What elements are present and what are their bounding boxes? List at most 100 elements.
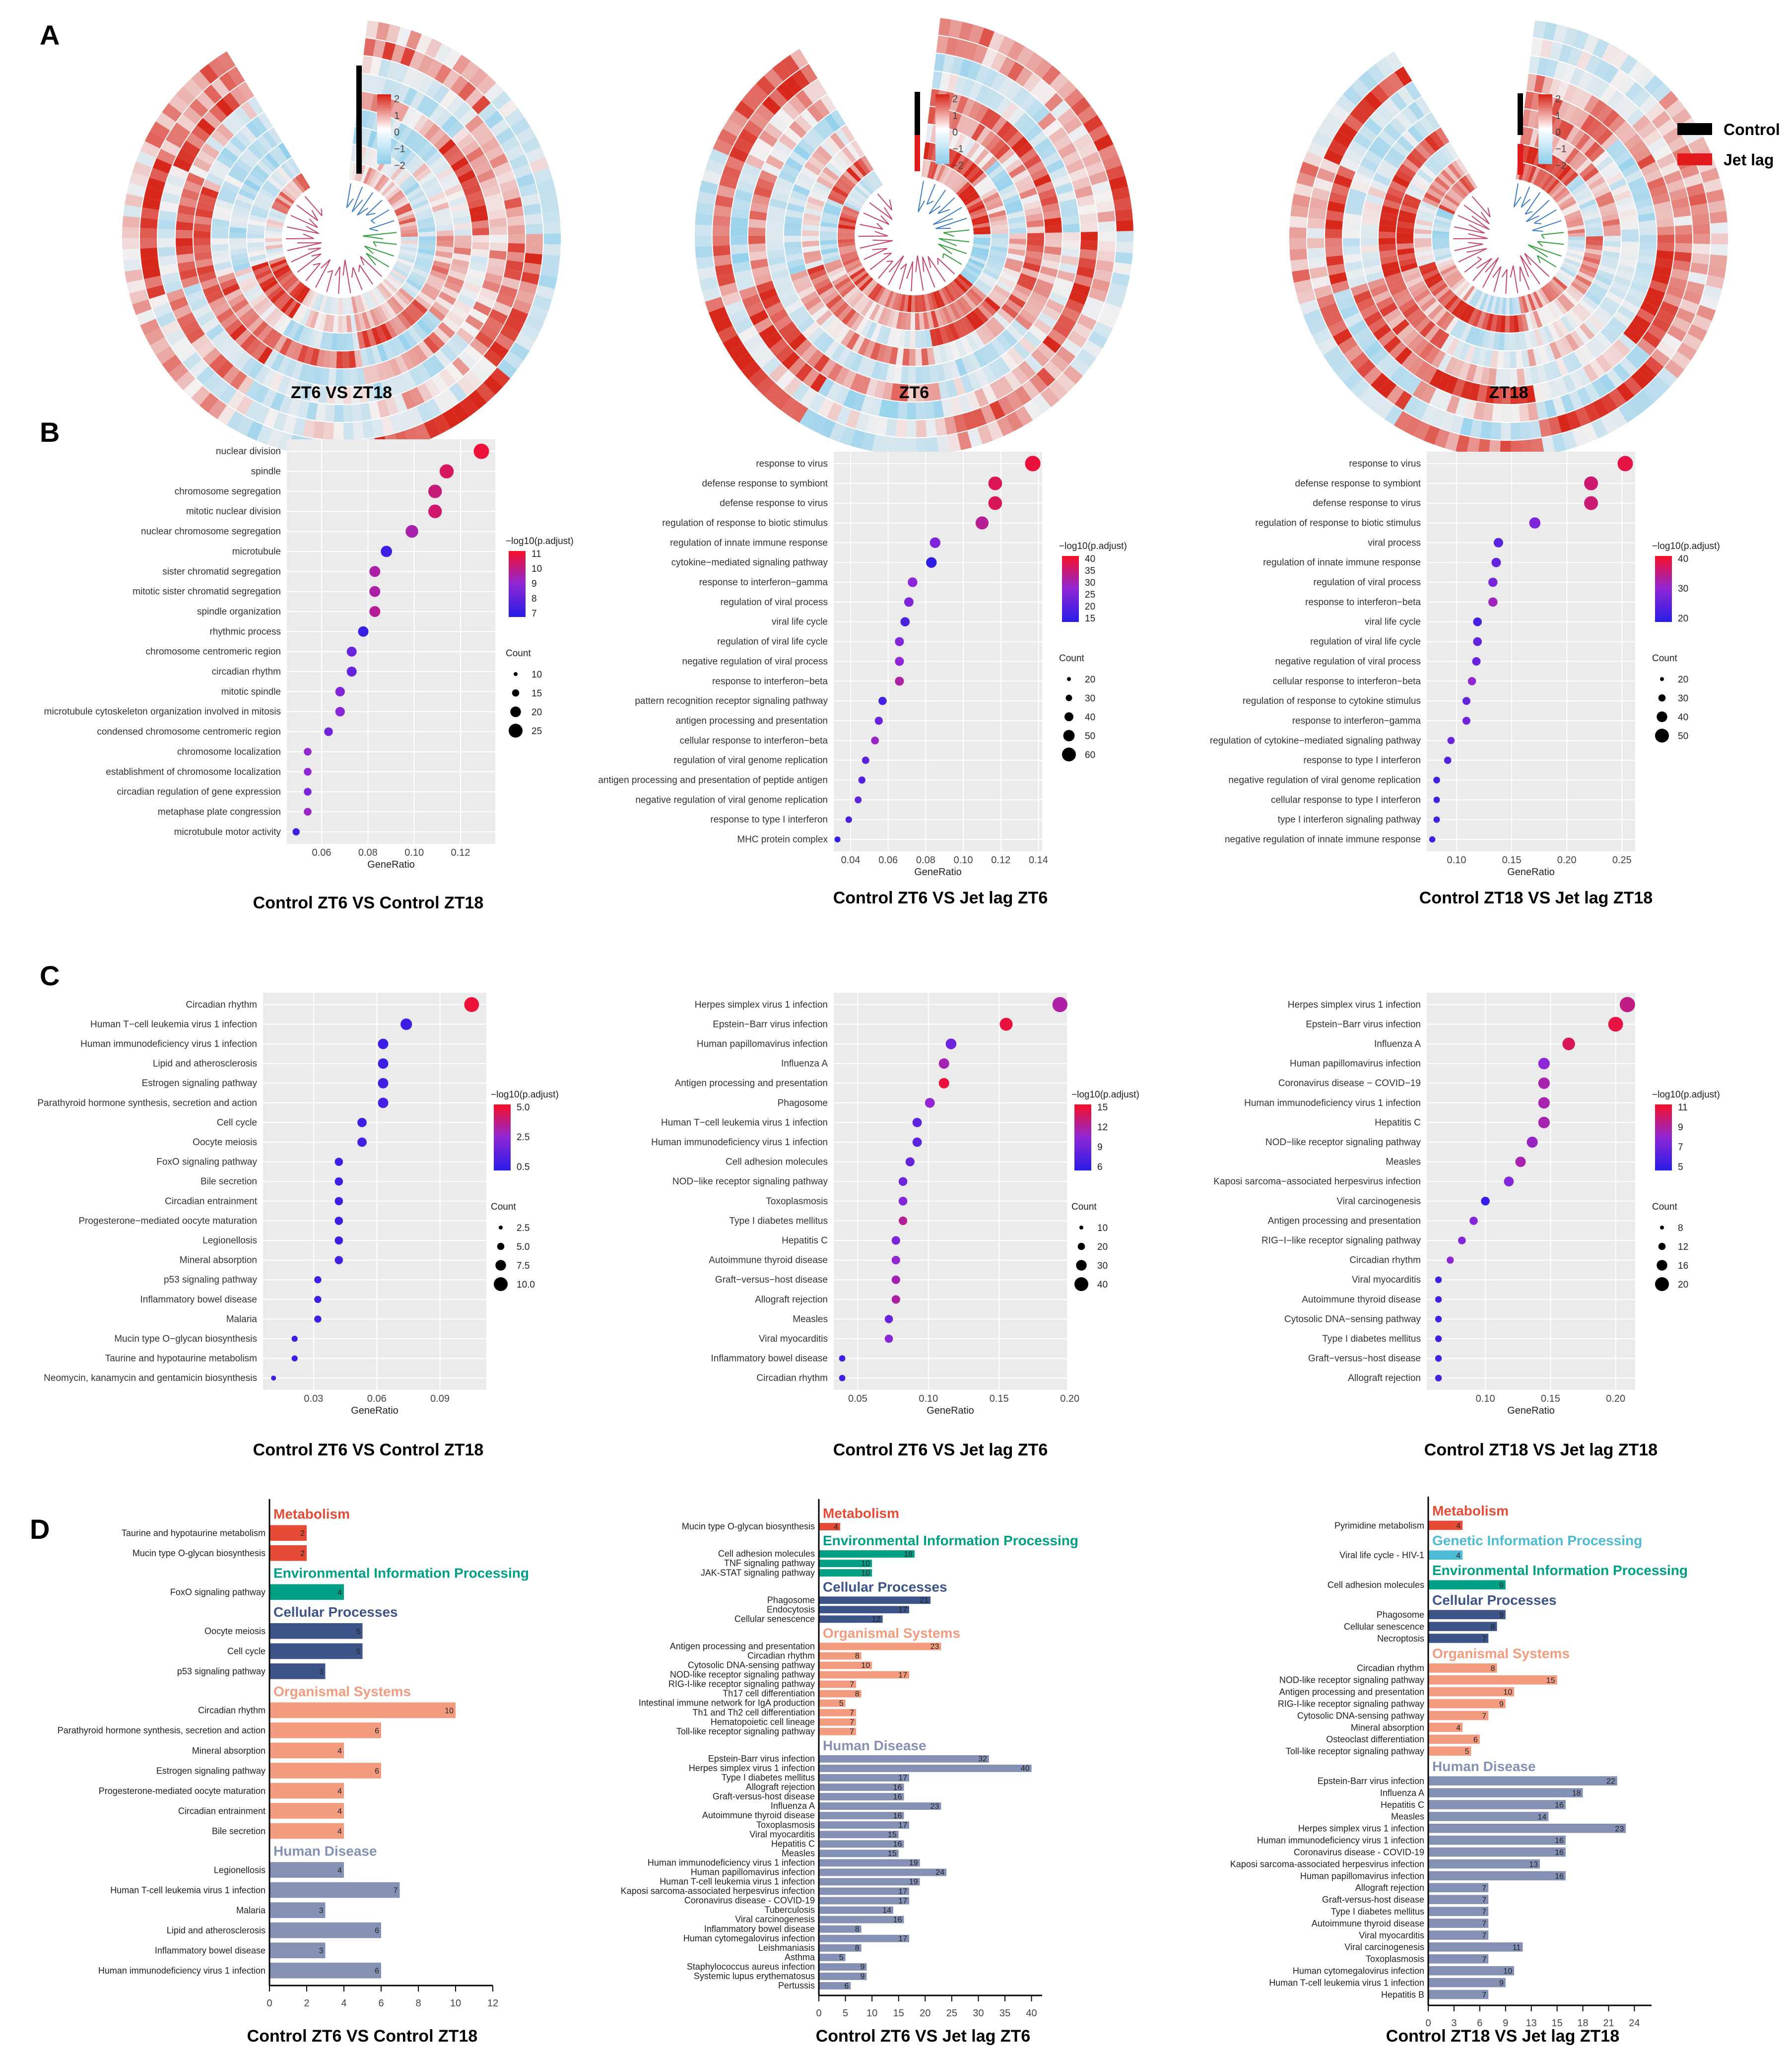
heatmap-cell — [200, 186, 219, 199]
heatmap-cell — [784, 376, 802, 396]
heatmap-cell — [907, 402, 916, 420]
dendrogram — [858, 181, 970, 291]
heatmap-cell — [713, 245, 730, 257]
heatmap-cell — [1601, 213, 1619, 222]
heatmap-cell — [414, 207, 432, 217]
heatmap-cell — [1619, 127, 1637, 144]
heatmap-cell — [385, 276, 400, 290]
heatmap-cell — [1510, 405, 1520, 422]
bar-label: Human immunodeficiency virus 1 infection — [648, 1858, 815, 1868]
x-tick-label: 12 — [487, 1998, 498, 2009]
heatmap-cell — [267, 215, 285, 223]
bar-value: 2 — [300, 1550, 305, 1558]
size-legend-tick: 20 — [1678, 675, 1688, 685]
heatmap-cell — [1617, 264, 1635, 275]
heatmap-cell — [1395, 169, 1413, 183]
dendrogram-branch — [366, 253, 376, 266]
bar-label: Coronavirus disease - COVID-19 — [684, 1896, 815, 1906]
heatmap-cell — [732, 261, 751, 273]
term-label: condensed chromosome centromeric region — [97, 727, 281, 737]
heatmap-cell — [502, 188, 521, 201]
bar-value: 6 — [375, 1727, 379, 1735]
heatmap-cell — [810, 79, 827, 98]
bar — [819, 1793, 904, 1800]
scale-step — [935, 94, 949, 96]
heatmap-cell — [289, 281, 303, 297]
scale-step — [935, 106, 949, 109]
heatmap-cell — [840, 329, 855, 347]
heatmap-cell — [904, 331, 911, 348]
bar-label: Human cytomegalovirus infection — [1293, 1966, 1424, 1976]
heatmap-cell — [1364, 265, 1382, 276]
bar — [1428, 1847, 1566, 1857]
heatmap-cell — [139, 228, 157, 238]
heatmap-cell — [749, 146, 769, 162]
heatmap-cell — [1536, 364, 1548, 383]
scale-tick: 2 — [394, 94, 399, 105]
term-label: Inflammatory bowel disease — [140, 1295, 258, 1305]
heatmap-cell — [974, 148, 990, 165]
heatmap-cell — [1579, 299, 1595, 314]
heatmap-cell — [889, 346, 898, 365]
heatmap-cell — [899, 294, 906, 312]
size-legend-dot — [495, 1260, 506, 1271]
heatmap-cell — [255, 196, 272, 207]
dot — [369, 586, 381, 597]
heatmap-cell — [210, 330, 229, 347]
heatmap-cell — [1476, 329, 1486, 347]
heatmap-cell — [510, 117, 531, 136]
heatmap-cell — [774, 315, 793, 331]
heatmap-cell — [1575, 303, 1592, 319]
heatmap-cell — [1417, 169, 1434, 184]
heatmap-cell — [1001, 352, 1018, 371]
heatmap-cell — [979, 345, 995, 364]
heatmap-cell — [855, 317, 869, 335]
heatmap-cell — [1639, 242, 1657, 250]
heatmap-cell — [933, 163, 942, 181]
heatmap-cell — [748, 243, 766, 253]
heatmap-cell — [860, 319, 873, 337]
bar-value: 32 — [978, 1755, 987, 1764]
bar-value: 7 — [1482, 1884, 1486, 1893]
heatmap-cell — [892, 292, 900, 310]
heatmap-cell — [962, 411, 977, 430]
dot — [1435, 1315, 1442, 1323]
heatmap-cell — [505, 206, 524, 218]
heatmap-cell — [1556, 81, 1570, 100]
heatmap-cell — [401, 390, 416, 410]
heatmap-cell — [1396, 232, 1414, 238]
heatmap-cell — [824, 259, 842, 269]
heatmap-cell — [243, 284, 261, 298]
heatmap-cell — [958, 394, 972, 413]
dendrogram-branch — [932, 218, 953, 225]
heatmap-cell — [1001, 102, 1019, 120]
heatmap-cell — [751, 266, 770, 278]
heatmap-cell — [366, 329, 377, 346]
heatmap-cell — [846, 289, 862, 305]
heatmap-cell — [387, 162, 401, 178]
heatmap-cell — [1573, 278, 1590, 291]
heatmap-cell — [962, 138, 976, 156]
heatmap-cell — [446, 311, 465, 327]
bar-value: 19 — [909, 1878, 918, 1886]
dendrogram-branch — [304, 196, 323, 216]
dot — [358, 626, 369, 637]
heatmap-cell — [1556, 318, 1570, 336]
heatmap-cell — [871, 361, 883, 380]
heatmap-cell — [370, 57, 382, 76]
heatmap-cell — [826, 198, 843, 209]
heatmap-cell — [421, 146, 438, 162]
heatmap-cell — [1465, 363, 1477, 382]
heatmap-cell — [383, 278, 398, 293]
heatmap-cell — [334, 405, 343, 422]
bar-label: Leishmaniasis — [758, 1943, 815, 1953]
heatmap-cell — [1619, 209, 1637, 219]
heatmap-cell — [352, 332, 360, 350]
heatmap-cell — [793, 311, 811, 327]
heatmap-cell — [409, 51, 425, 70]
heatmap-cell — [1401, 267, 1420, 277]
heatmap-cell — [788, 264, 806, 275]
heatmap-cell — [429, 104, 446, 123]
x-tick-label: 8 — [415, 1998, 421, 2009]
bar — [1428, 1966, 1515, 1976]
